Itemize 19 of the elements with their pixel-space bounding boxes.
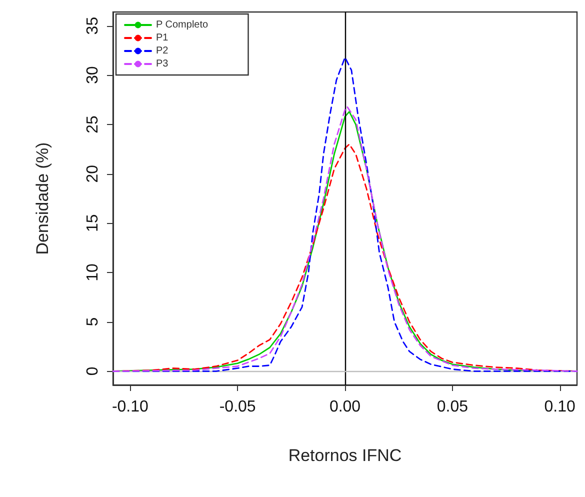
y-tick-label: 20	[84, 164, 102, 183]
legend-label: P Completo	[156, 20, 209, 30]
legend-label: P1	[156, 32, 169, 44]
y-tick-label: 35	[84, 16, 102, 35]
y-axis-title: Densidade (%)	[33, 142, 52, 255]
y-tick-label: 5	[84, 317, 102, 326]
x-tick-label: -0.05	[219, 398, 256, 416]
x-tick-label: -0.10	[112, 398, 149, 416]
x-axis-title: Retornos IFNC	[288, 446, 402, 465]
x-tick-label: 0.10	[544, 398, 576, 416]
y-tick-label: 15	[84, 214, 102, 232]
x-tick-label: 0.05	[436, 398, 468, 416]
y-tick-label: 0	[84, 366, 102, 376]
legend-label: P2	[156, 46, 169, 56]
y-tick-label: 10	[84, 264, 102, 282]
legend-label: P3	[156, 58, 169, 70]
y-tick-label: 25	[84, 115, 102, 134]
y-tick-label: 30	[84, 66, 102, 84]
x-tick-label: 0.00	[329, 398, 361, 416]
